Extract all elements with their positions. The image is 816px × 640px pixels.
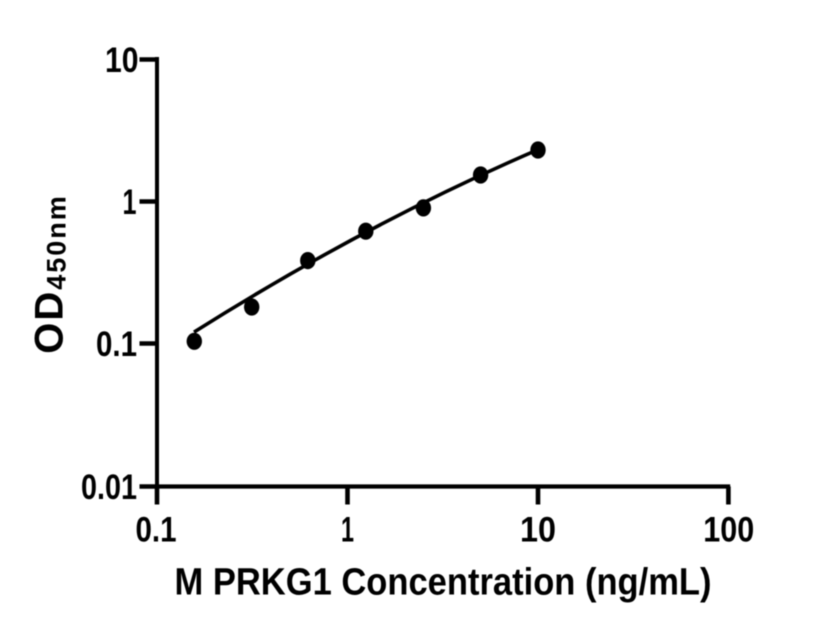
svg-text:1: 1 — [341, 511, 354, 550]
svg-text:0.1: 0.1 — [136, 511, 177, 550]
svg-text:1: 1 — [123, 183, 137, 222]
svg-text:0.1: 0.1 — [96, 325, 137, 364]
svg-text:0.01: 0.01 — [81, 468, 137, 507]
svg-text:M PRKG1 Concentration (ng/mL): M PRKG1 Concentration (ng/mL) — [175, 561, 712, 604]
svg-text:100: 100 — [703, 511, 754, 550]
svg-text:10: 10 — [520, 511, 556, 550]
svg-text:10: 10 — [105, 41, 139, 80]
svg-text:OD450nm: OD450nm — [27, 194, 71, 354]
